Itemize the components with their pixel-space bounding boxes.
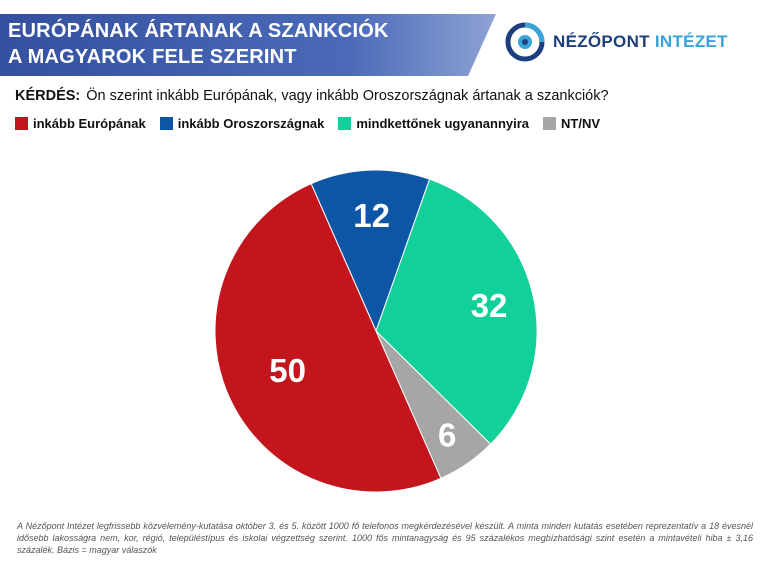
- legend-item: NT/NV: [543, 116, 600, 131]
- pie-slice: [214, 182, 442, 493]
- nezopont-logo: NÉZŐPONT INTÉZET: [505, 22, 728, 62]
- nezopont-logo-icon: [505, 22, 545, 62]
- logo-word-1: NÉZŐPONT: [553, 32, 650, 51]
- legend-swatch: [543, 117, 557, 130]
- legend-label: NT/NV: [561, 116, 601, 131]
- legend-swatch: [15, 117, 28, 130]
- legend-swatch: [159, 117, 173, 130]
- question-label: KÉRDÉS:: [15, 88, 81, 104]
- title-banner-shape: [0, 14, 496, 76]
- logo-wordmark: NÉZŐPONT INTÉZET: [553, 32, 728, 52]
- title-line-2: A MAGYAROK FELE SZERINT: [8, 46, 297, 68]
- data-label: 12: [353, 197, 390, 234]
- pie-slice: [375, 178, 538, 445]
- legend-label: inkább Oroszországnak: [177, 116, 325, 131]
- chart-legend: inkább Európának inkább Oroszországnak min…: [15, 116, 614, 131]
- data-label: 32: [471, 287, 508, 324]
- title-line-1: EURÓPÁNAK ÁRTANAK A SZANKCIÓK: [8, 20, 389, 42]
- legend-label: inkább Európának: [33, 116, 146, 131]
- question-text: Ön szerint inkább Európának, vagy inkább…: [86, 88, 609, 104]
- legend-swatch: [338, 117, 352, 130]
- legend-item: inkább Európának: [15, 116, 146, 131]
- title-banner: EURÓPÁNAK ÁRTANAK A SZANKCIÓK A MAGYAROK…: [0, 14, 500, 76]
- data-label: 50: [269, 352, 306, 389]
- survey-question: KÉRDÉS: Ön szerint inkább Európának, vagy…: [15, 88, 609, 104]
- legend-item: mindkettőnek ugyanannyira: [338, 116, 529, 131]
- page-title: EURÓPÁNAK ÁRTANAK A SZANKCIÓK A MAGYAROK…: [8, 18, 389, 70]
- pie-slice: [310, 169, 431, 333]
- legend-label: mindkettőnek ugyanannyira: [356, 116, 530, 131]
- logo-word-2: INTÉZET: [654, 32, 728, 51]
- legend-item: inkább Oroszországnak: [159, 116, 325, 131]
- data-label: 6: [438, 416, 456, 453]
- footnote: A Nézőpont Intézet legfrissebb közvélemé…: [17, 521, 753, 555]
